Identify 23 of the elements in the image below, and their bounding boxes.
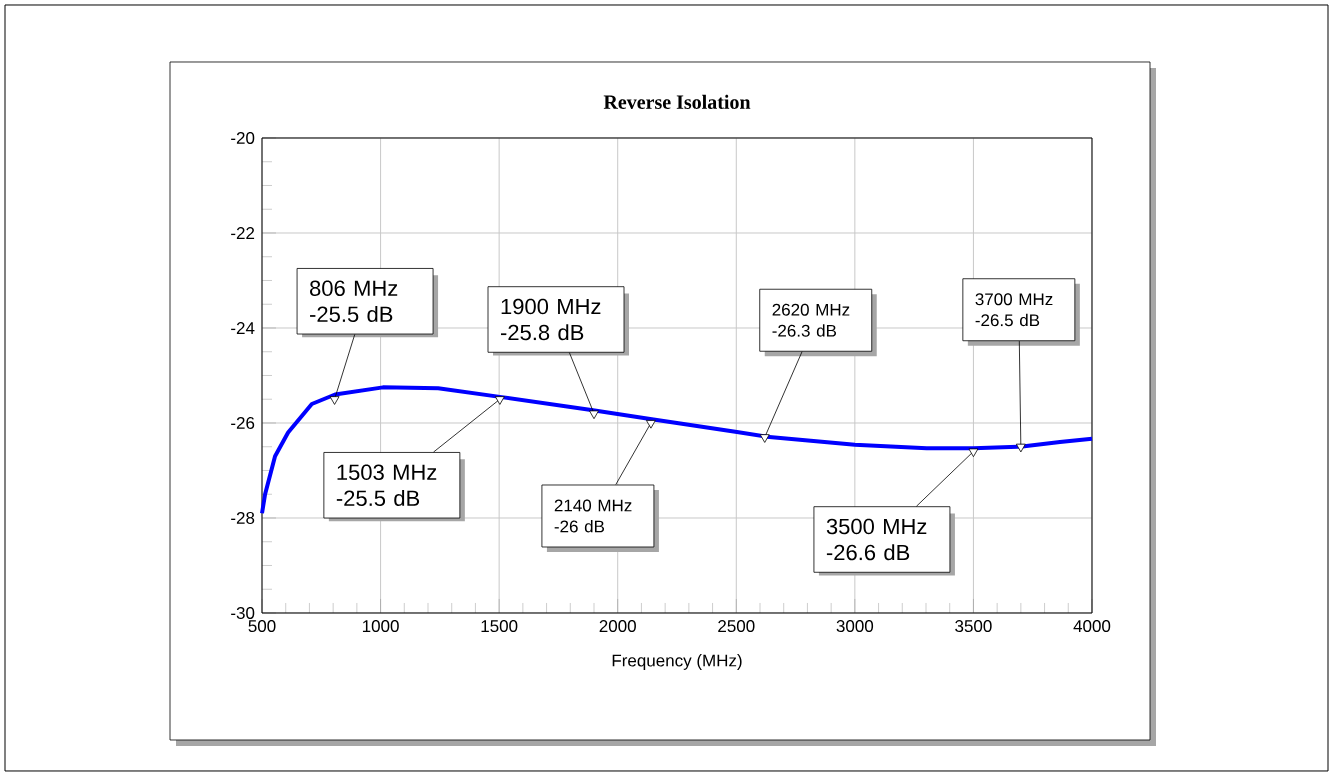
- annotation: 1900 MHz -25.8 dB: [500, 298, 601, 341]
- annotation: 806 MHz -25.5 dB: [310, 280, 398, 323]
- x-tick-label: 1500: [481, 620, 518, 633]
- x-tick-label: 1000: [362, 620, 399, 633]
- annotation: 1503 MHz -25.5 dB: [336, 464, 437, 507]
- chart-title: Reverse Isolation: [603, 94, 751, 109]
- x-tick-label: 4000: [1073, 620, 1111, 633]
- y-tick-label: -24: [231, 322, 255, 334]
- x-tick-label: 3000: [836, 620, 874, 633]
- annotation: 2620 MHz -26.3 dB: [772, 303, 850, 337]
- x-axis-title: Frequency (MHz): [612, 654, 742, 670]
- y-tick-label: -28: [231, 511, 255, 524]
- x-tick-label: 3500: [955, 620, 992, 633]
- annotation: 2140 MHz -26 dB: [554, 499, 632, 533]
- x-tick-label: 500: [248, 620, 276, 633]
- y-tick-label: -22: [231, 227, 255, 239]
- y-tick-label: -30: [231, 606, 255, 619]
- annotation: 3500 MHz -26.6 dB: [826, 518, 927, 561]
- x-tick-label: 2500: [718, 620, 755, 633]
- annotation: 3700 MHz -26.5 dB: [975, 293, 1053, 327]
- y-tick-label: -26: [231, 416, 255, 429]
- y-tick-label: -20: [231, 131, 255, 144]
- x-tick-label: 2000: [599, 620, 636, 633]
